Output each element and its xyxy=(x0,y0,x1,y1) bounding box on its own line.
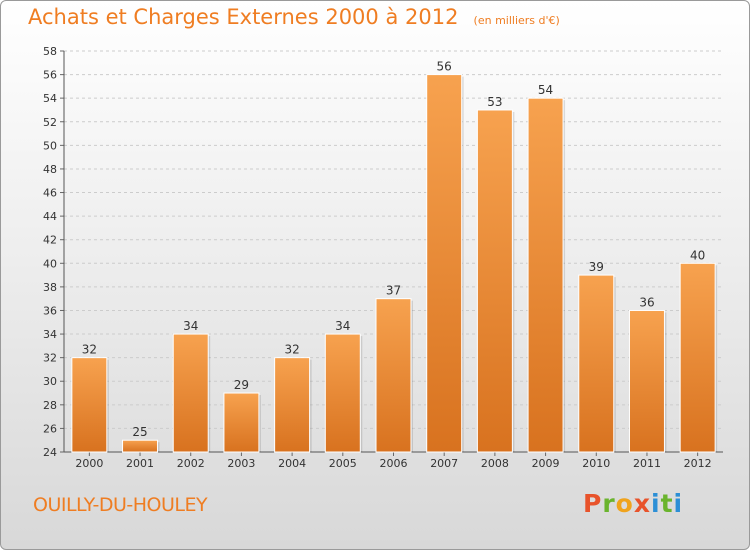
x-tick-label: 2006 xyxy=(380,457,408,470)
bar-2004 xyxy=(274,357,311,453)
title-block: Achats et Charges Externes 2000 à 2012 (… xyxy=(28,5,560,29)
commune-name: OUILLY-DU-HOULEY xyxy=(33,494,208,516)
value-label: 34 xyxy=(335,319,350,333)
x-tick-label: 2004 xyxy=(278,457,306,470)
bar-2012 xyxy=(679,262,716,453)
bar-2002 xyxy=(172,333,209,453)
y-tick-label: 38 xyxy=(43,281,57,294)
y-tick-label: 32 xyxy=(43,352,57,365)
y-tick-label: 58 xyxy=(43,45,57,58)
logo-letter: P xyxy=(583,489,603,518)
y-tick-label: 28 xyxy=(43,399,57,412)
y-tick-label: 36 xyxy=(43,304,57,317)
bar-2001 xyxy=(122,439,159,453)
x-tick-label: 2012 xyxy=(684,457,712,470)
bar-2000 xyxy=(71,357,108,453)
y-tick-label: 24 xyxy=(43,446,57,459)
value-label: 34 xyxy=(183,319,198,333)
x-tick-label: 2001 xyxy=(126,457,154,470)
bar-2005 xyxy=(324,333,361,453)
x-tick-label: 2008 xyxy=(481,457,509,470)
bars xyxy=(71,74,718,453)
logo-letter: o xyxy=(615,489,634,518)
logo-letter: i xyxy=(651,489,661,518)
logo-letter: t xyxy=(660,489,674,518)
value-label: 40 xyxy=(690,248,705,262)
x-tick-label: 2005 xyxy=(329,457,357,470)
logo-letter: x xyxy=(633,489,651,518)
y-tick-label: 56 xyxy=(43,69,57,82)
bar-2011 xyxy=(628,309,665,453)
proxiti-logo[interactable]: Proxiti xyxy=(583,489,683,518)
value-label: 25 xyxy=(132,425,147,439)
chart-subtitle: (en milliers d'€) xyxy=(473,14,560,27)
logo-letter: i xyxy=(673,489,684,518)
x-tick-label: 2011 xyxy=(633,457,661,470)
x-tick-label: 2003 xyxy=(227,457,255,470)
x-tick-label: 2010 xyxy=(582,457,610,470)
y-tick-label: 42 xyxy=(43,234,57,247)
value-label: 56 xyxy=(437,60,452,74)
x-tick-label: 2007 xyxy=(430,457,458,470)
y-tick-label: 52 xyxy=(43,116,57,129)
value-label: 39 xyxy=(589,260,604,274)
y-tick-label: 44 xyxy=(43,210,57,223)
y-tick-label: 46 xyxy=(43,187,57,200)
value-label: 54 xyxy=(538,83,553,97)
bar-2008 xyxy=(476,109,513,453)
bar-2009 xyxy=(527,97,564,453)
y-tick-label: 54 xyxy=(43,92,57,105)
bar-2010 xyxy=(578,274,615,453)
y-tick-label: 40 xyxy=(43,257,57,270)
y-tick-label: 34 xyxy=(43,328,57,341)
value-label: 37 xyxy=(386,284,401,298)
bar-2007 xyxy=(426,74,463,453)
value-label: 32 xyxy=(82,343,97,357)
y-tick-label: 26 xyxy=(43,422,57,435)
value-label: 36 xyxy=(639,295,654,309)
y-tick-label: 30 xyxy=(43,375,57,388)
bar-2006 xyxy=(375,298,412,453)
y-tick-label: 48 xyxy=(43,163,57,176)
labels: 24 26 28 30 32 34 36 38 40 42 44 46 48 50 52 54 56 58 32 20… xyxy=(43,45,712,470)
bar-2003 xyxy=(223,392,260,453)
y-tick-label: 50 xyxy=(43,139,57,152)
chart-title: Achats et Charges Externes 2000 à 2012 xyxy=(28,5,459,29)
logo-letter: r xyxy=(602,489,616,518)
x-tick-label: 2009 xyxy=(532,457,560,470)
value-label: 32 xyxy=(284,343,299,357)
x-tick-label: 2000 xyxy=(75,457,103,470)
value-label: 53 xyxy=(487,95,502,109)
x-tick-label: 2002 xyxy=(177,457,205,470)
value-label: 29 xyxy=(234,378,249,392)
